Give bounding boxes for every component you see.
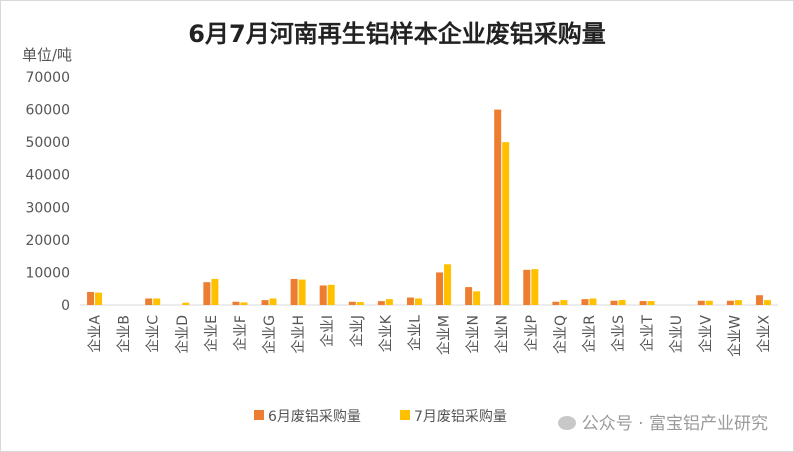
legend-label: 6月废铝采购量 xyxy=(268,409,361,425)
bar xyxy=(232,301,240,305)
x-tick-label: 企业K xyxy=(377,314,394,352)
x-tick-label: 企业D xyxy=(174,315,191,354)
bar xyxy=(348,301,356,305)
bar xyxy=(240,302,248,305)
x-tick-label: 企业W xyxy=(726,315,743,357)
bar xyxy=(581,299,589,305)
bar xyxy=(406,297,414,305)
bar xyxy=(610,300,618,305)
bar xyxy=(203,282,211,305)
bar xyxy=(327,284,335,305)
y-tick-label: 0 xyxy=(61,298,70,314)
x-tick-label: 企业B xyxy=(116,315,133,353)
bar xyxy=(726,300,734,305)
x-tick-label: 企业N xyxy=(465,315,482,353)
x-tick-label: 企业N xyxy=(494,315,511,353)
bar xyxy=(298,279,306,305)
x-tick-label: 企业E xyxy=(203,315,220,352)
bar xyxy=(377,301,385,305)
bar xyxy=(697,300,705,305)
bar xyxy=(647,301,655,305)
bar xyxy=(182,302,190,305)
bar xyxy=(531,269,539,305)
x-tick-label: 企业P xyxy=(523,315,540,351)
bar xyxy=(153,298,161,305)
bar xyxy=(618,300,626,305)
bar xyxy=(502,142,510,305)
bar xyxy=(385,299,393,305)
watermark-text: 公众号 · 富宝铝产业研究 xyxy=(581,414,768,434)
x-tick-label: 企业G xyxy=(261,315,278,354)
bar xyxy=(552,301,560,305)
bar xyxy=(319,285,327,305)
y-tick-label: 10000 xyxy=(25,265,70,281)
y-tick-label: 20000 xyxy=(25,233,70,249)
y-tick-label: 60000 xyxy=(25,103,70,119)
y-tick-label: 40000 xyxy=(25,168,70,184)
legend-swatch xyxy=(254,410,264,420)
bar xyxy=(705,300,713,305)
bar xyxy=(560,300,568,305)
bar xyxy=(290,278,298,305)
x-tick-label: 企业U xyxy=(668,315,685,353)
bar xyxy=(494,109,502,305)
y-tick-label: 70000 xyxy=(25,70,70,86)
bar xyxy=(639,301,647,305)
y-axis-unit-label: 单位/吨 xyxy=(22,46,73,64)
bar xyxy=(87,291,95,305)
x-tick-label: 企业C xyxy=(145,315,162,353)
x-tick-label: 企业V xyxy=(697,315,714,353)
bar xyxy=(473,291,481,305)
x-tick-label: 企业X xyxy=(755,315,772,353)
legend-label: 7月废铝采购量 xyxy=(414,409,507,425)
chart-title: 6月7月河南再生铝样本企业废铝采购量 xyxy=(188,20,606,48)
x-tick-label: 企业T xyxy=(639,315,656,352)
x-tick-label: 企业A xyxy=(87,315,104,353)
x-tick-label: 企业I xyxy=(319,315,336,347)
bar xyxy=(589,298,597,305)
bar xyxy=(763,300,771,305)
y-tick-label: 30000 xyxy=(25,200,70,216)
x-tick-label: 企业M xyxy=(436,315,453,355)
bar xyxy=(436,272,444,305)
x-tick-label: 企业F xyxy=(232,315,249,351)
bar xyxy=(444,264,452,305)
x-tick-label: 企业Q xyxy=(552,315,569,354)
x-tick-label: 企业J xyxy=(348,315,365,347)
bar xyxy=(145,298,153,305)
bar xyxy=(523,269,531,305)
bar xyxy=(261,300,269,305)
wechat-icon xyxy=(557,416,576,430)
x-tick-label: 企业L xyxy=(406,315,423,351)
bar xyxy=(465,287,473,305)
bar xyxy=(414,298,422,305)
bar xyxy=(734,300,742,305)
y-tick-label: 50000 xyxy=(25,135,70,151)
x-tick-label: 企业H xyxy=(290,315,307,354)
bar xyxy=(356,302,364,305)
bar xyxy=(211,278,219,305)
bar xyxy=(269,298,277,305)
x-tick-label: 企业R xyxy=(581,315,598,353)
bar xyxy=(95,292,103,305)
legend-swatch xyxy=(400,410,410,420)
watermark: 公众号 · 富宝铝产业研究 xyxy=(557,409,768,434)
bar xyxy=(755,295,763,305)
x-tick-label: 企业S xyxy=(610,315,627,352)
